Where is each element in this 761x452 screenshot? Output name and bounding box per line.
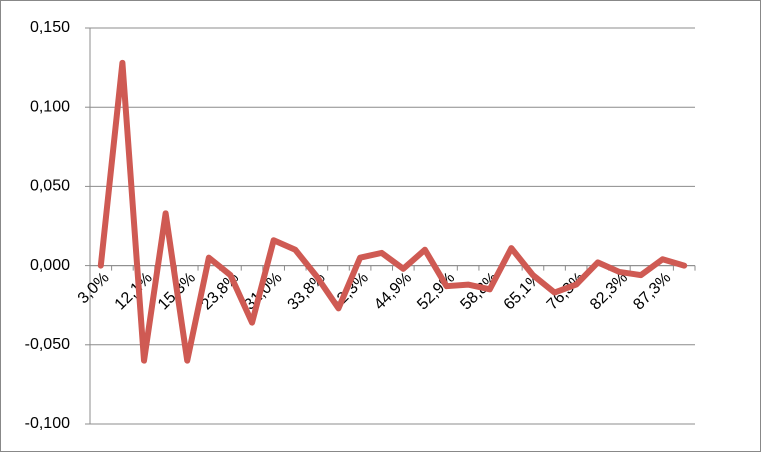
y-tick-label: 0,050 [30,178,70,195]
y-tick-label: -0,050 [25,336,70,353]
data-line [97,59,688,364]
y-tick-label: 0,150 [30,19,70,36]
y-tick-label: 0,100 [30,98,70,115]
y-tick-label: 0,000 [30,257,70,274]
y-tick-label: -0,100 [25,415,70,432]
